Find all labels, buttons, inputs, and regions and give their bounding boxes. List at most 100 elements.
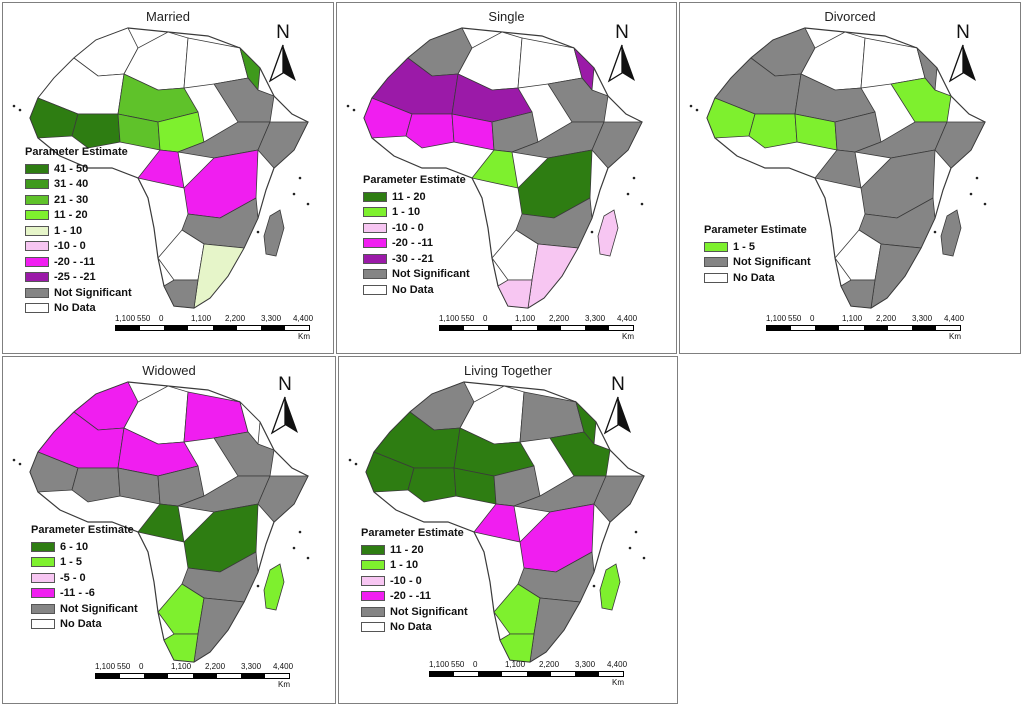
- island-marker: [640, 202, 644, 206]
- legend-item: -25 - -21: [25, 270, 132, 286]
- north-arrow-icon: N: [268, 375, 302, 437]
- legend-swatch: [361, 544, 385, 555]
- scale-unit: Km: [278, 680, 290, 689]
- legend-item: 11 - 20: [25, 208, 132, 224]
- legend-swatch: [361, 606, 385, 617]
- country-region: [840, 279, 876, 309]
- madagascar-region: [597, 209, 619, 257]
- scale-bar: 1,100 550 0 1,100 2,200 3,300 4,400 Km: [429, 660, 628, 690]
- country-region: [471, 149, 519, 189]
- legend-label: 1 - 10: [392, 206, 421, 219]
- legend-swatch: [363, 222, 387, 233]
- legend-item: No Data: [704, 270, 811, 286]
- scale-bar: 1,100 550 0 1,100 2,200 3,300 4,400 Km: [766, 314, 964, 344]
- legend-label: -5 - 0: [60, 571, 86, 584]
- legend-rows: 11 - 20 1 - 10 -10 - 0 -20 - -11 Not Signifi…: [361, 542, 468, 635]
- scale-tick-label: 550: [788, 314, 802, 323]
- map-legend: Parameter Estimate 6 - 10 1 - 5 -5 - 0 -11 …: [31, 524, 138, 632]
- legend-item: 11 - 20: [363, 189, 470, 205]
- legend-label: -10 - 0: [390, 574, 422, 587]
- legend-label: -11 - -6: [60, 587, 95, 600]
- scale-tick-label: 1,100: [842, 314, 863, 323]
- panel-title: Single: [488, 9, 525, 24]
- legend-item: -30 - -21: [363, 251, 470, 267]
- legend-swatch: [25, 241, 49, 252]
- legend-label: 6 - 10: [60, 540, 89, 553]
- island-marker: [256, 230, 260, 234]
- panel-title: Living Together: [464, 363, 552, 378]
- scale-bar-ticks: 1,100 550 0 1,100 2,200 3,300 4,400: [115, 314, 313, 324]
- country-region: [473, 503, 521, 543]
- legend-swatch: [25, 210, 49, 221]
- island-marker: [975, 176, 979, 180]
- legend-label: -30 - -21: [392, 252, 434, 265]
- scale-bar-ticks: 1,100 550 0 1,100 2,200 3,300 4,400: [429, 660, 628, 670]
- island-marker: [298, 176, 302, 180]
- legend-label: 11 - 20: [390, 543, 424, 556]
- scale-tick-label: 1,100: [439, 314, 460, 323]
- legend-label: No Data: [733, 271, 775, 284]
- legend-title: Parameter Estimate: [25, 146, 128, 158]
- legend-item: 6 - 10: [31, 539, 138, 555]
- legend-swatch: [31, 588, 55, 599]
- legend-swatch: [704, 272, 728, 283]
- island-marker: [12, 104, 16, 108]
- legend-label: No Data: [390, 621, 432, 634]
- country-region: [499, 633, 535, 663]
- island-marker: [256, 584, 260, 588]
- legend-swatch: [361, 591, 385, 602]
- map-panel-living-together: Living Together N Parameter Estimate 11 …: [338, 356, 678, 704]
- island-marker: [626, 192, 630, 196]
- legend-label: -25 - -21: [54, 271, 96, 284]
- scale-bar-ticks: 1,100 550 0 1,100 2,200 3,300 4,400: [439, 314, 638, 324]
- island-marker: [983, 202, 987, 206]
- island-marker: [352, 108, 356, 112]
- scale-tick-label: 4,400: [607, 660, 628, 669]
- island-marker: [632, 176, 636, 180]
- legend-item: -20 - -11: [361, 589, 468, 605]
- panel-title: Divorced: [824, 9, 876, 24]
- legend-label: -20 - -11: [54, 255, 95, 268]
- legend-item: -20 - -11: [25, 254, 132, 270]
- legend-label: -20 - -11: [392, 237, 433, 250]
- scale-tick-label: 1,100: [515, 314, 536, 323]
- map-panel-divorced: Divorced N Parameter Estimate 1 - 5 Not S…: [679, 2, 1021, 354]
- scale-bar: 1,100 550 0 1,100 2,200 3,300 4,400 Km: [439, 314, 638, 344]
- scale-bar-ticks: 1,100 550 0 1,100 2,200 3,300 4,400: [95, 662, 293, 672]
- legend-swatch: [363, 238, 387, 249]
- legend-swatch: [704, 241, 728, 252]
- legend-item: 1 - 5: [31, 555, 138, 571]
- island-marker: [292, 546, 296, 550]
- legend-swatch: [25, 272, 49, 283]
- scale-bar-graphic: [115, 325, 310, 331]
- legend-rows: 6 - 10 1 - 5 -5 - 0 -11 - -6 Not Significant…: [31, 539, 138, 632]
- legend-swatch: [25, 163, 49, 174]
- scale-tick-label: 0: [483, 314, 488, 323]
- scale-tick-label: 3,300: [585, 314, 606, 323]
- scale-unit: Km: [949, 332, 961, 341]
- island-marker: [969, 192, 973, 196]
- legend-label: 1 - 5: [733, 240, 756, 253]
- legend-item: 1 - 10: [25, 223, 132, 239]
- map-legend: Parameter Estimate 11 - 20 1 - 10 -10 - 0 -…: [363, 174, 470, 298]
- legend-item: -20 - -11: [363, 236, 470, 252]
- map-panel-married: Married N Parameter Estimate 41 - 50 31 -…: [2, 2, 334, 354]
- legend-label: No Data: [54, 302, 96, 315]
- legend-label: -10 - 0: [54, 240, 86, 253]
- legend-item: -5 - 0: [31, 570, 138, 586]
- island-marker: [306, 556, 310, 560]
- legend-item: Not Significant: [363, 267, 470, 283]
- legend-label: 11 - 20: [392, 190, 426, 203]
- legend-label: Not Significant: [392, 268, 470, 281]
- scale-tick-label: 2,200: [876, 314, 897, 323]
- legend-label: 1 - 10: [390, 559, 419, 572]
- legend-rows: 41 - 50 31 - 40 21 - 30 11 - 20 1 - 10 -10 - …: [25, 161, 132, 316]
- scale-tick-label: 1,100: [171, 662, 192, 671]
- scale-tick-label: 4,400: [617, 314, 638, 323]
- legend-swatch: [25, 194, 49, 205]
- legend-item: 1 - 10: [363, 205, 470, 221]
- scale-tick-label: 1,100: [95, 662, 116, 671]
- legend-label: No Data: [60, 618, 102, 631]
- legend-label: 11 - 20: [54, 209, 88, 222]
- map-legend: Parameter Estimate 11 - 20 1 - 10 -10 - 0 -…: [361, 527, 468, 635]
